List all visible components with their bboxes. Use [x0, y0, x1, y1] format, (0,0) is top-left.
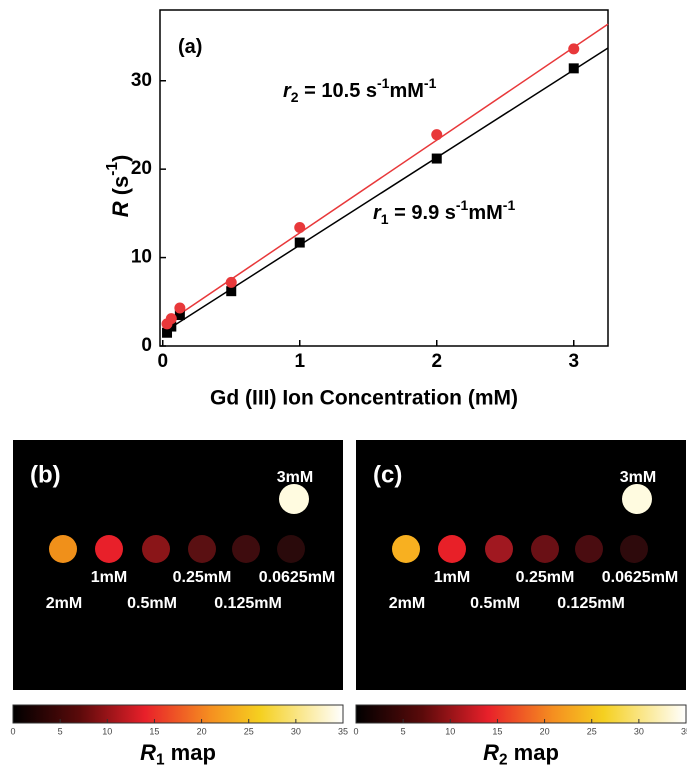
sample-spot [49, 535, 77, 563]
colorbar-tick-label: 5 [401, 726, 406, 736]
panel-label: (c) [373, 461, 402, 488]
sample-spot [531, 535, 559, 563]
text-part: map [165, 740, 216, 765]
data-point [568, 43, 579, 54]
text-part: 2 [499, 752, 508, 768]
text-part: (s [108, 176, 133, 202]
data-point [294, 222, 305, 233]
sample-spot [620, 535, 648, 563]
sample-spot [622, 484, 652, 514]
colorbar-tick-label: 5 [58, 726, 63, 736]
spot-label: 0.125mM [557, 595, 625, 612]
spot-label: 0.25mM [173, 569, 232, 586]
colorbar-tick-label: 35 [338, 726, 348, 736]
x-tick-label: 1 [294, 351, 305, 372]
spot-label: 0.0625mM [602, 569, 679, 586]
spot-label: 3mM [620, 469, 656, 486]
y-tick-label: 10 [131, 247, 152, 268]
colorbar-tick-label: 15 [149, 726, 159, 736]
colorbar-title: R1 map [140, 740, 216, 768]
colorbar [13, 705, 343, 723]
colorbar-tick-label: 25 [587, 726, 597, 736]
page: {"chart_data": {"type": "scatter", "x_la… [0, 0, 687, 768]
sample-spot [142, 535, 170, 563]
sample-spot [232, 535, 260, 563]
colorbar-title: R2 map [483, 740, 559, 768]
text-part: R [108, 201, 133, 217]
spot-label: 0.5mM [127, 595, 177, 612]
data-point [226, 277, 237, 288]
sample-spot [438, 535, 466, 563]
spot-label: 0.5mM [470, 595, 520, 612]
annotation: r1 = 9.9 s-1mM-1 [373, 197, 515, 227]
sample-spot [392, 535, 420, 563]
data-point [569, 63, 579, 73]
text-part: -1 [424, 75, 437, 91]
sample-spot [575, 535, 603, 563]
y-axis-label: R (s-1) [104, 155, 133, 218]
text-part: mM [389, 80, 423, 102]
data-point [295, 238, 305, 248]
data-point [174, 302, 185, 313]
annotation: (a) [178, 36, 202, 58]
figure: 01020300123Gd (III) Ion Concentration (m… [0, 0, 687, 768]
text-part: ) [108, 155, 133, 162]
text-part: map [508, 740, 559, 765]
data-point [166, 313, 177, 324]
x-axis-label: Gd (III) Ion Concentration (mM) [210, 387, 518, 410]
spot-label: 1mM [434, 569, 470, 586]
text-part: -1 [456, 197, 469, 213]
colorbar-tick-label: 35 [681, 726, 687, 736]
colorbar-tick-label: 20 [540, 726, 550, 736]
text-part: = 9.9 s [389, 202, 456, 224]
spot-label: 2mM [389, 595, 425, 612]
text-part: 1 [381, 211, 389, 227]
text-part: -1 [104, 162, 121, 176]
colorbar-tick-label: 30 [291, 726, 301, 736]
spot-label: 0.25mM [516, 569, 575, 586]
colorbar-tick-label: 10 [102, 726, 112, 736]
sample-spot [188, 535, 216, 563]
data-point [432, 154, 442, 164]
y-tick-label: 30 [131, 70, 152, 91]
sample-spot [279, 484, 309, 514]
colorbar-tick-label: 30 [634, 726, 644, 736]
sample-spot [95, 535, 123, 563]
text-part: = 10.5 s [299, 80, 377, 102]
colorbar [356, 705, 686, 723]
text-part: (a) [178, 36, 202, 58]
panel-label: (b) [30, 461, 61, 488]
data-point [431, 129, 442, 140]
spot-label: 0.125mM [214, 595, 282, 612]
text-part: R [483, 740, 499, 765]
sample-spot [277, 535, 305, 563]
colorbar-tick-label: 10 [445, 726, 455, 736]
spot-label: 0.0625mM [259, 569, 336, 586]
y-tick-label: 0 [141, 335, 152, 356]
text-part: -1 [503, 197, 516, 213]
colorbar-tick-label: 0 [353, 726, 358, 736]
sample-spot [485, 535, 513, 563]
x-tick-label: 2 [431, 351, 442, 372]
text-part: 2 [291, 89, 299, 105]
spot-label: 3mM [277, 469, 313, 486]
text-part: -1 [377, 75, 390, 91]
colorbar-tick-label: 25 [244, 726, 254, 736]
colorbar-tick-label: 15 [492, 726, 502, 736]
text-part: mM [468, 202, 502, 224]
colorbar-tick-label: 20 [197, 726, 207, 736]
y-tick-label: 20 [131, 158, 152, 179]
spot-label: 2mM [46, 595, 82, 612]
colorbar-tick-label: 0 [10, 726, 15, 736]
annotation: r2 = 10.5 s-1mM-1 [283, 75, 437, 105]
x-tick-label: 3 [568, 351, 579, 372]
spot-label: 1mM [91, 569, 127, 586]
text-part: R [140, 740, 156, 765]
x-tick-label: 0 [157, 351, 168, 372]
